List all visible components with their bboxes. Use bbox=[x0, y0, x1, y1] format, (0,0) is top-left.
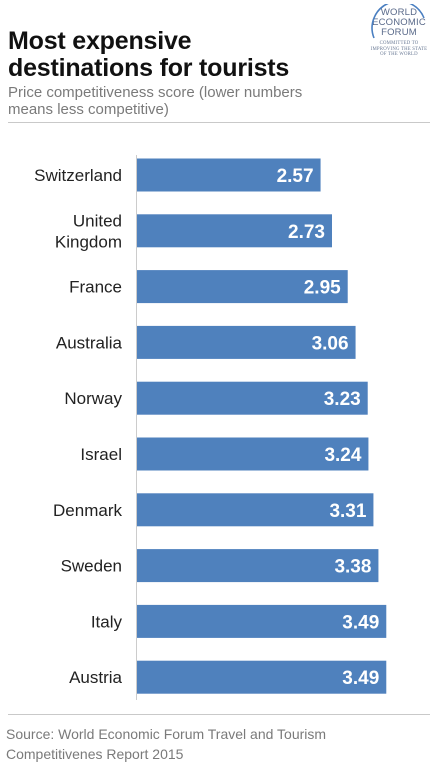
bar bbox=[137, 381, 368, 415]
source-line-2: Competitivenes Report 2015 bbox=[6, 746, 184, 762]
bar-value-label: 3.06 bbox=[312, 333, 349, 354]
chart-subtitle: Price competitiveness score (lower numbe… bbox=[8, 84, 388, 118]
category-label: Sweden bbox=[61, 557, 122, 576]
bar-value-label: 3.23 bbox=[324, 389, 361, 410]
logo-tag-2: IMPROVING THE STATE bbox=[370, 46, 428, 52]
category-label: Denmark bbox=[53, 501, 122, 520]
bar bbox=[137, 660, 387, 694]
logo-arc-icon bbox=[371, 4, 425, 39]
bar-value-label: 2.95 bbox=[304, 278, 341, 299]
bar-value-label: 3.24 bbox=[324, 445, 361, 466]
logo-tag-1: COMMITTED TO bbox=[379, 41, 419, 46]
category-label: Austria bbox=[69, 668, 122, 687]
category-label: Australia bbox=[56, 333, 123, 352]
bar-value-label: 3.49 bbox=[342, 668, 379, 689]
category-label: Italy bbox=[91, 612, 123, 631]
logo-line-1: WORLD bbox=[380, 7, 418, 18]
category-label: Kingdom bbox=[55, 232, 122, 251]
source-line-1: Source: World Economic Forum Travel and … bbox=[6, 726, 327, 742]
category-label: Norway bbox=[64, 389, 122, 408]
bar bbox=[137, 549, 379, 583]
bar bbox=[137, 604, 387, 638]
header-divider bbox=[8, 122, 430, 123]
bar-value-label: 2.73 bbox=[288, 222, 325, 243]
subtitle-line-2: means less competitive) bbox=[8, 101, 169, 118]
category-label: France bbox=[69, 278, 122, 297]
bar-value-label: 3.38 bbox=[334, 557, 371, 578]
bar bbox=[137, 158, 321, 192]
title-line-1: Most expensive bbox=[8, 27, 192, 55]
title-line-2: destinations for tourists bbox=[8, 54, 290, 82]
source-note: Source: World Economic Forum Travel and … bbox=[6, 724, 426, 764]
bar-value-label: 3.31 bbox=[329, 501, 366, 522]
category-label: Switzerland bbox=[34, 166, 122, 185]
bar-value-label: 3.49 bbox=[342, 612, 379, 633]
footer-divider bbox=[8, 714, 430, 715]
bar bbox=[137, 437, 369, 471]
bar bbox=[137, 493, 374, 527]
wef-logo: WORLD ECONOMIC FORUM COMMITTED TO IMPROV… bbox=[368, 4, 430, 58]
logo-tag-3: OF THE WORLD bbox=[380, 52, 418, 57]
bar-value-label: 2.57 bbox=[277, 166, 314, 187]
category-label: United bbox=[73, 211, 122, 230]
logo-line-3: FORUM bbox=[381, 27, 417, 38]
category-label: Israel bbox=[80, 445, 122, 464]
bar bbox=[137, 214, 332, 248]
logo-line-2: ECONOMIC bbox=[372, 17, 426, 28]
subtitle-line-1: Price competitiveness score (lower numbe… bbox=[8, 84, 303, 101]
bar bbox=[137, 325, 356, 359]
bar bbox=[137, 270, 348, 304]
chart-title: Most expensive destinations for tourists bbox=[8, 28, 353, 82]
